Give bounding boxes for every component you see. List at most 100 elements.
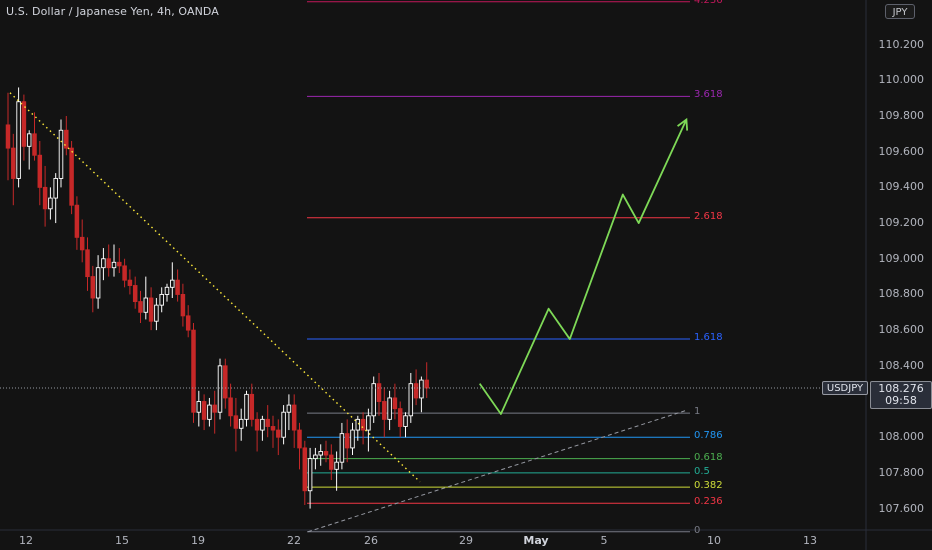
candle-body [413, 383, 419, 399]
drawing-overlays[interactable] [0, 92, 866, 533]
price-tick-label: 110.200 [878, 37, 925, 51]
candle-body [159, 293, 164, 306]
candle-body [101, 258, 106, 269]
last-price-tag: 108.276 09:58 [870, 380, 932, 409]
time-tick-label: 26 [364, 534, 378, 547]
candle-body [392, 397, 398, 410]
price-tick-label: 108.000 [878, 430, 925, 444]
last-price-value: 108.276 [878, 381, 924, 395]
fib-level-label: 0.5 [694, 465, 710, 477]
candle-body [382, 401, 387, 420]
extension-base-line [307, 409, 687, 533]
price-tick-label: 108.800 [878, 287, 925, 301]
fib-level-label: 4.236 [694, 0, 723, 6]
descending-trendline [9, 92, 421, 483]
candle-body [238, 418, 244, 429]
fib-level-label: 3.618 [694, 89, 723, 101]
candle-body [170, 279, 175, 288]
candle-body [201, 401, 207, 420]
candle-body [291, 404, 297, 431]
time-tick-label: 12 [19, 534, 33, 547]
bar-countdown: 09:58 [885, 393, 917, 407]
candle-body [64, 129, 69, 149]
candle-body [117, 261, 122, 267]
candle-body [302, 447, 308, 492]
candle-body [270, 426, 276, 431]
price-tick-label: 109.400 [878, 180, 925, 194]
candle-body [37, 154, 43, 188]
time-tick-label: 10 [707, 534, 721, 547]
time-tick-label: 29 [459, 534, 473, 547]
time-tick-label: 5 [600, 534, 608, 547]
price-tick-label: 107.800 [878, 465, 925, 479]
candle-body [376, 383, 382, 402]
candle-body [408, 383, 414, 417]
fibonacci-extension[interactable] [307, 1, 690, 533]
candle-body [5, 124, 11, 149]
candle-body [403, 415, 408, 427]
symbol-price-tag: USDJPY [822, 380, 868, 395]
fib-level-label: 0 [694, 524, 701, 536]
candle-body [122, 265, 127, 281]
candle-body [249, 393, 255, 420]
fib-level-label: 1 [694, 406, 701, 418]
candle-body [143, 297, 149, 313]
candle-body [307, 458, 313, 492]
candle-body [297, 429, 302, 449]
candle-body [329, 454, 334, 470]
candle-body [419, 379, 424, 399]
candle-body [48, 197, 53, 210]
time-tick-label: 13 [803, 534, 817, 547]
projection-path [478, 119, 688, 415]
candle-body [16, 101, 21, 179]
candle-body [254, 418, 260, 431]
candle-body [281, 411, 286, 438]
candle-body [355, 418, 361, 431]
time-tick-label: 15 [115, 534, 129, 547]
candle-body [244, 393, 249, 420]
candle-body [95, 267, 101, 299]
candle-body [366, 415, 371, 431]
candle-body [32, 133, 37, 156]
candle-body [371, 383, 376, 417]
candle-body [260, 418, 265, 431]
candle-body [191, 329, 196, 413]
candle-body [196, 401, 202, 413]
price-tick-label: 107.600 [878, 501, 925, 515]
candle-body [148, 297, 154, 322]
price-tick-label: 109.200 [878, 216, 925, 230]
symbol-title: U.S. Dollar / Japanese Yen, 4h, OANDA [6, 5, 219, 18]
candle-body [233, 415, 239, 429]
candle-body [228, 397, 233, 417]
candlestick-series [5, 87, 429, 509]
currency-button[interactable]: JPY [885, 4, 915, 19]
candle-body [313, 454, 318, 460]
candle-body [334, 461, 339, 470]
price-tick-label: 110.000 [878, 73, 925, 87]
candle-body [276, 429, 281, 438]
candle-body [207, 404, 212, 420]
fib-level-label: 0.382 [694, 480, 723, 492]
time-tick-label: 22 [287, 534, 301, 547]
candle-body [339, 433, 345, 463]
candle-body [21, 101, 27, 147]
time-tick-label: 19 [191, 534, 205, 547]
candle-body [74, 204, 80, 238]
price-tick-label: 109.800 [878, 108, 925, 122]
price-tick-label: 109.000 [878, 251, 925, 265]
candle-body [164, 286, 170, 295]
price-tick-label: 109.600 [878, 144, 925, 158]
fib-level-label: 1.618 [694, 332, 723, 344]
candle-body [26, 133, 32, 147]
candle-body [11, 147, 16, 179]
candle-body [127, 279, 133, 286]
fib-level-label: 2.618 [694, 210, 723, 222]
candle-body [185, 315, 191, 331]
candle-body [217, 365, 223, 413]
candle-body [286, 404, 292, 413]
candle-body [154, 304, 159, 322]
candle-body [69, 147, 74, 206]
candle-body [344, 433, 350, 449]
